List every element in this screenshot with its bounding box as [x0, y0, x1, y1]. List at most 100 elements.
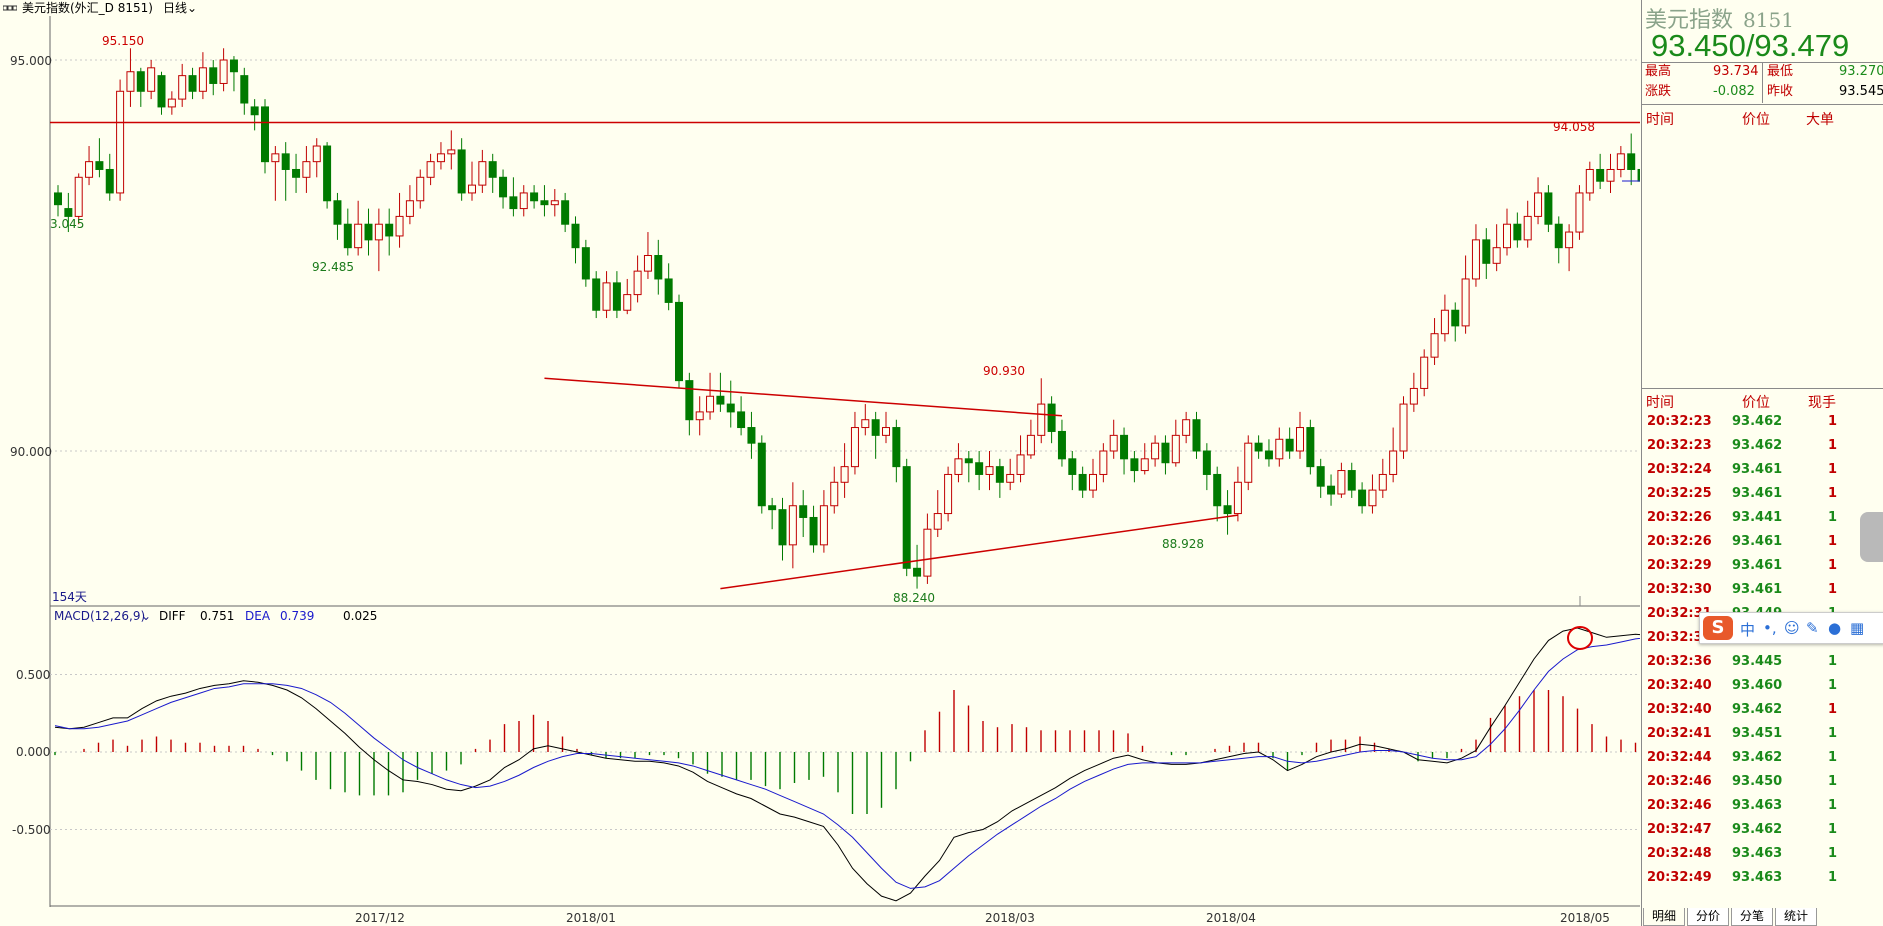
- y-tick-label: 90.000: [10, 445, 52, 459]
- candle: [1492, 224, 1501, 272]
- tick-row: 20:32:24 93.461 1: [1642, 458, 1883, 482]
- x-tick-label: 2018/04: [1206, 911, 1256, 925]
- candle: [1347, 462, 1356, 498]
- candle: [281, 142, 290, 201]
- tick-volume: 1: [1828, 510, 1838, 525]
- tab-detail[interactable]: 明细: [1643, 908, 1685, 926]
- candle: [1223, 490, 1232, 535]
- tab-stats[interactable]: 统计: [1775, 908, 1817, 926]
- candle: [892, 419, 901, 483]
- candle: [1120, 427, 1129, 475]
- tick-row: 20:32:46 93.463 1: [1642, 794, 1883, 818]
- tick-volume: 1: [1828, 774, 1838, 789]
- ime-mode[interactable]: 中: [1740, 621, 1756, 639]
- candle: [74, 173, 83, 225]
- candle: [447, 130, 456, 170]
- tick-time: 20:32:47: [1647, 822, 1712, 837]
- candle: [1037, 378, 1046, 444]
- candle: [1637, 168, 1640, 182]
- candle: [1606, 153, 1615, 193]
- candle: [1523, 200, 1532, 248]
- tick-row: 20:32:40 93.460 1: [1642, 674, 1883, 698]
- ime-logo[interactable]: S: [1703, 616, 1733, 640]
- candle: [871, 411, 880, 459]
- instrument-title: 美元指数(外汇_D 8151): [22, 1, 153, 15]
- tick-volume: 1: [1828, 870, 1838, 885]
- candle: [1420, 349, 1429, 397]
- trendline-lower[interactable]: [720, 514, 1239, 590]
- macd-histogram: [54, 690, 1637, 814]
- price-annotation: 95.150: [102, 34, 144, 48]
- tick-price: 93.451: [1732, 726, 1783, 741]
- candle: [343, 208, 352, 256]
- period-selector[interactable]: 日线⌄: [163, 0, 197, 16]
- tab-price-distribution[interactable]: 分价: [1687, 908, 1729, 926]
- candle: [778, 497, 787, 561]
- big-order-header-size: 大单: [1806, 112, 1834, 128]
- tick-row: 20:32:23 93.462 1: [1642, 434, 1883, 458]
- tab-trades[interactable]: 分笔: [1731, 908, 1773, 926]
- chevron-down-icon[interactable]: ⌄: [141, 609, 151, 623]
- candle: [1409, 372, 1418, 412]
- diff-label: DIFF: [159, 609, 186, 623]
- x-tick-label: 2018/05: [1560, 911, 1610, 925]
- candle: [1575, 185, 1584, 240]
- candle: [1471, 224, 1480, 287]
- candle: [64, 192, 73, 233]
- side-handle[interactable]: [1860, 512, 1883, 562]
- tick-row: 20:32:47 93.462 1: [1642, 818, 1883, 842]
- price-annotation: 92.485: [312, 260, 354, 274]
- tick-volume: 1: [1828, 558, 1838, 573]
- candle: [1399, 396, 1408, 459]
- candle: [706, 372, 715, 420]
- candle: [592, 271, 601, 319]
- tick-time: 20:32:32: [1647, 630, 1712, 645]
- ime-toolbar[interactable]: S 中 •, ☺ ✎ ● ▦: [1699, 612, 1883, 644]
- tick-time: 20:32:48: [1647, 846, 1712, 861]
- price-annotation: 94.058: [1553, 120, 1595, 134]
- tick-price: 93.463: [1732, 798, 1783, 813]
- price-annotation: 88.240: [893, 591, 935, 605]
- tick-volume: 1: [1828, 582, 1838, 597]
- candle: [1389, 427, 1398, 483]
- candle: [1440, 294, 1449, 342]
- symbol-name: 美元指数: [1645, 8, 1734, 33]
- candle: [1089, 458, 1097, 498]
- candle: [312, 138, 321, 178]
- tick-time: 20:32:26: [1647, 510, 1712, 525]
- macd-dea-line: [54, 637, 1640, 889]
- chart-mode-icon[interactable]: [3, 4, 17, 12]
- candle: [902, 458, 911, 577]
- candle: [1368, 474, 1377, 514]
- big-order-header-price: 价位: [1742, 112, 1770, 128]
- tick-price: 93.461: [1732, 582, 1783, 597]
- tick-row: 20:32:30 93.461 1: [1642, 578, 1883, 602]
- candle: [612, 271, 621, 319]
- pen-icon[interactable]: ✎: [1806, 619, 1819, 637]
- emoji-icon[interactable]: ☺: [1784, 619, 1800, 637]
- macd-legend: MACD(12,26,9) ⌄ DIFF 0.751 DEA 0.739 0.0…: [54, 609, 377, 623]
- candle: [198, 52, 207, 100]
- candle: [126, 48, 135, 107]
- candle: [954, 443, 963, 483]
- candle: [737, 396, 746, 436]
- prev-close-label: 昨收: [1767, 84, 1794, 99]
- macd-y-tick-label: -0.500: [12, 823, 51, 837]
- candle: [1099, 443, 1108, 483]
- candle: [1068, 451, 1077, 491]
- candle: [1057, 419, 1066, 467]
- candlestick-series: [54, 48, 1640, 589]
- candle: [323, 142, 332, 209]
- tick-header-volume: 现手: [1808, 395, 1836, 411]
- grid-menu-icon[interactable]: ▦: [1850, 619, 1865, 637]
- price-chart[interactable]: 95.000 90.000 0.500 0.000 -0.500 2017/12…: [0, 0, 1640, 926]
- candle: [1430, 318, 1439, 365]
- candle: [1244, 435, 1253, 491]
- macd-label[interactable]: MACD(12,26,9): [54, 609, 145, 623]
- trendline-upper[interactable]: [544, 377, 1063, 417]
- candle: [757, 435, 766, 514]
- microphone-icon[interactable]: ●: [1828, 619, 1842, 637]
- quote-panel: 美元指数 8151 93.450/93.479 最高 93.734 最低 93.2…: [1641, 0, 1883, 926]
- tick-volume: 1: [1828, 750, 1838, 765]
- punctuation-icon[interactable]: •,: [1763, 619, 1777, 637]
